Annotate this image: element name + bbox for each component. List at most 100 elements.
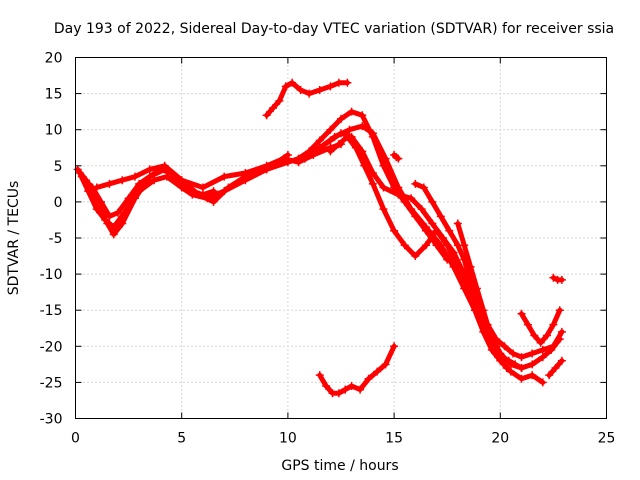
data-point (460, 241, 469, 250)
x-tick-label: 5 (177, 431, 186, 447)
data-point (145, 172, 154, 181)
data-point (500, 342, 509, 351)
data-point (549, 273, 558, 282)
data-point (337, 114, 345, 123)
y-tick-label: 15 (45, 87, 63, 103)
data-point (334, 389, 343, 398)
x-tick-label: 0 (71, 431, 80, 447)
data-point (549, 320, 558, 329)
data-point (96, 197, 105, 206)
data-point (436, 212, 445, 221)
data-point (198, 183, 207, 192)
data-point (279, 154, 288, 163)
chart-title: Day 193 of 2022, Sidereal Day-to-day VTE… (54, 21, 614, 37)
data-point (177, 176, 186, 185)
y-tick-label: -30 (40, 412, 63, 428)
data-point (358, 111, 367, 120)
data-point (262, 161, 271, 170)
data-point (220, 172, 229, 181)
series-arc-4 (92, 140, 345, 192)
data-point (296, 85, 305, 94)
series-arc-16 (315, 342, 399, 398)
data-point (113, 208, 122, 217)
series-layer (73, 78, 566, 398)
data-point (528, 360, 537, 369)
data-point (177, 183, 186, 192)
data-point (105, 179, 114, 188)
data-point (337, 129, 345, 138)
data-point (428, 197, 437, 206)
data-point (351, 143, 360, 152)
data-point (305, 89, 314, 98)
data-point (545, 371, 554, 380)
data-point (194, 190, 203, 199)
data-point (373, 367, 382, 376)
series-arc-10 (453, 219, 526, 372)
data-point (538, 353, 547, 362)
data-point (549, 342, 558, 351)
data-point (124, 194, 133, 203)
data-point (358, 122, 367, 131)
data-point (543, 331, 552, 340)
data-point (224, 183, 233, 192)
data-point (517, 374, 526, 383)
data-point (364, 374, 373, 383)
data-point (360, 161, 369, 170)
series-arc-13 (549, 273, 566, 284)
data-point (326, 136, 335, 145)
data-point (345, 125, 354, 134)
y-tick-label: 0 (54, 195, 63, 211)
data-point (528, 371, 537, 380)
data-point (417, 205, 426, 214)
data-point (118, 176, 127, 185)
data-point (84, 187, 93, 196)
data-point (241, 169, 250, 178)
data-point (275, 96, 284, 105)
series-line (302, 123, 546, 385)
y-tick-label: -20 (40, 339, 63, 355)
data-point (453, 219, 462, 228)
data-point (130, 172, 139, 181)
data-point (443, 241, 452, 250)
data-point (326, 82, 335, 91)
data-point (315, 143, 324, 152)
data-point (379, 183, 388, 192)
data-point (557, 275, 566, 284)
series-arc-15 (262, 78, 352, 120)
data-point (150, 176, 159, 185)
data-point (466, 262, 475, 271)
data-point (394, 154, 403, 163)
data-point (135, 179, 144, 188)
data-point (315, 136, 324, 145)
data-point (347, 107, 356, 116)
data-point (432, 226, 441, 235)
data-point (421, 241, 430, 250)
data-point (160, 161, 169, 170)
data-point (509, 349, 518, 358)
data-point (334, 78, 343, 87)
data-point (118, 219, 127, 228)
axis-ticks: 0 5 10 15 20 25 -30 -25 -20 -15 -10 -5 0 5 10 15 20 (40, 51, 616, 447)
x-tick-label: 25 (598, 431, 616, 447)
data-point (109, 223, 118, 232)
data-point (453, 262, 462, 271)
data-point (326, 125, 335, 134)
data-point (394, 183, 403, 192)
y-tick-label: -10 (40, 267, 63, 283)
data-point (557, 356, 566, 365)
data-point (390, 342, 399, 351)
data-point (269, 104, 278, 113)
data-point (145, 165, 154, 174)
data-point (555, 306, 564, 315)
data-point (394, 190, 403, 199)
data-point (379, 205, 388, 214)
data-point (479, 306, 488, 315)
data-point (407, 194, 416, 203)
data-point (381, 360, 390, 369)
data-point (530, 331, 539, 340)
data-point (281, 82, 290, 91)
y-tick-label: -5 (49, 231, 63, 247)
y-tick-label: -15 (40, 303, 63, 319)
x-tick-label: 20 (491, 431, 509, 447)
data-point (381, 154, 390, 163)
